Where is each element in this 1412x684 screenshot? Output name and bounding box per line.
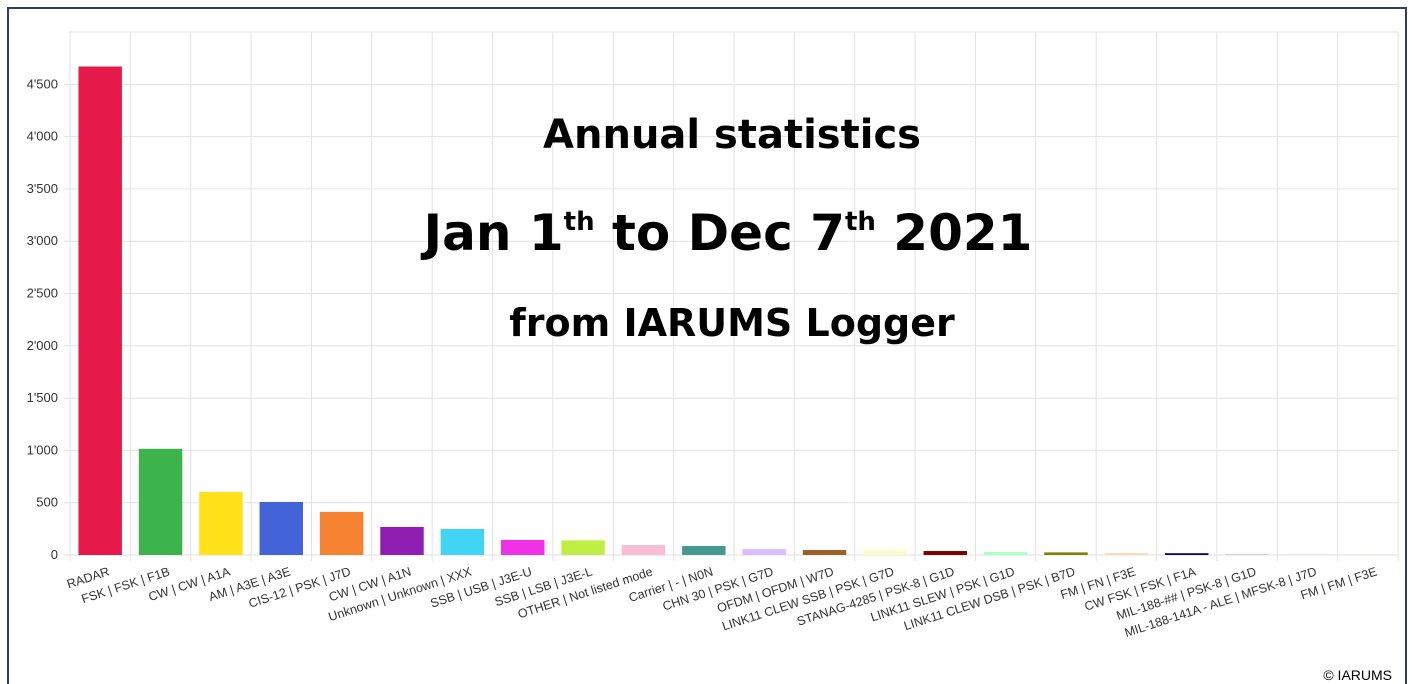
y-tick-label: 4'500 — [27, 76, 58, 91]
chart-source: from IARUMS Logger — [509, 301, 955, 345]
subtitle-sup: th — [845, 207, 876, 237]
subtitle-sup: th — [564, 207, 595, 237]
bar — [259, 501, 304, 555]
subtitle-part: to Dec 7 — [595, 204, 845, 262]
bar — [983, 552, 1028, 555]
bar — [1164, 553, 1209, 555]
bar — [1104, 553, 1149, 555]
bar — [682, 546, 726, 555]
bar — [1225, 554, 1269, 555]
y-tick-label: 500 — [36, 495, 58, 510]
chart-title: Annual statistics — [543, 112, 921, 158]
bar — [742, 549, 786, 555]
bar — [1044, 552, 1088, 555]
bar — [440, 528, 485, 555]
bar — [923, 551, 968, 555]
y-tick-label: 3'000 — [27, 233, 58, 248]
bar — [863, 550, 907, 555]
y-tick-label: 3'500 — [27, 181, 58, 196]
copyright: © IARUMS — [1323, 667, 1392, 683]
bar — [199, 491, 243, 555]
subtitle-part: Jan 1 — [421, 204, 564, 262]
y-tick-label: 1'000 — [27, 442, 58, 457]
bar — [561, 540, 605, 555]
bar — [500, 539, 545, 555]
bar — [319, 511, 364, 555]
bar — [380, 526, 424, 555]
y-tick-label: 1'500 — [27, 390, 58, 405]
y-tick-label: 4'000 — [27, 129, 58, 144]
subtitle-part: 2021 — [876, 204, 1033, 262]
bar — [138, 448, 183, 555]
y-tick-label: 2'500 — [27, 286, 58, 301]
bar — [802, 549, 847, 555]
bar — [621, 544, 666, 555]
y-tick-label: 0 — [51, 547, 58, 562]
y-tick-label: 2'000 — [27, 338, 58, 353]
chart-subtitle: Jan 1th to Dec 7th 2021 — [421, 204, 1033, 262]
bar — [78, 66, 122, 555]
